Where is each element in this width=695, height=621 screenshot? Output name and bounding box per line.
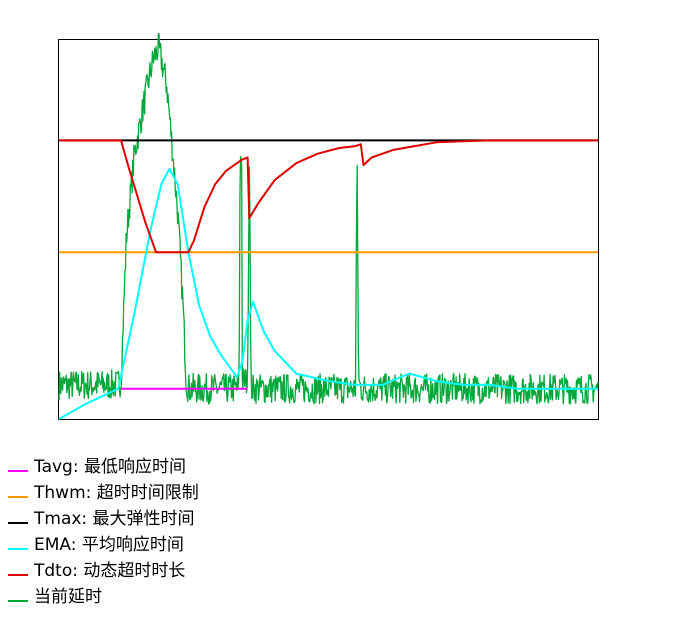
legend-item-ema: EMA: 平均响应时间: [8, 529, 199, 555]
legend-item-tdto: Tdto: 动态超时时长: [8, 555, 199, 581]
legend-item-thwm: Thwm: 超时时间限制: [8, 477, 199, 503]
legend-item-latency: 当前延时: [8, 581, 199, 607]
series-latency-line: [58, 32, 599, 405]
plot-frame: [58, 39, 599, 420]
legend-item-tavg: Tavg: 最低响应时间: [8, 451, 199, 477]
series-layer: [58, 32, 599, 420]
series-ema-line: [58, 167, 598, 420]
legend-label-ema: EMA: 平均响应时间: [34, 534, 184, 555]
legend-label-tmax: Tmax: 最大弹性时间: [34, 508, 195, 529]
legend-label-tdto: Tdto: 动态超时时长: [34, 560, 186, 581]
legend-item-tmax: Tmax: 最大弹性时间: [8, 503, 199, 529]
legend-label-latency: 当前延时: [34, 586, 102, 607]
legend-label-tavg: Tavg: 最低响应时间: [34, 456, 186, 477]
legend-swatch-tavg: [8, 470, 28, 472]
legend-swatch-thwm: [8, 496, 28, 498]
legend-swatch-tmax: [8, 522, 28, 524]
legend-label-thwm: Thwm: 超时时间限制: [34, 482, 199, 503]
legend: Tavg: 最低响应时间 Thwm: 超时时间限制 Tmax: 最大弹性时间 E…: [8, 451, 199, 607]
legend-swatch-tdto: [8, 574, 28, 576]
legend-swatch-ema: [8, 548, 28, 550]
series-tdto-line: [59, 139, 598, 254]
legend-swatch-latency: [8, 600, 28, 602]
